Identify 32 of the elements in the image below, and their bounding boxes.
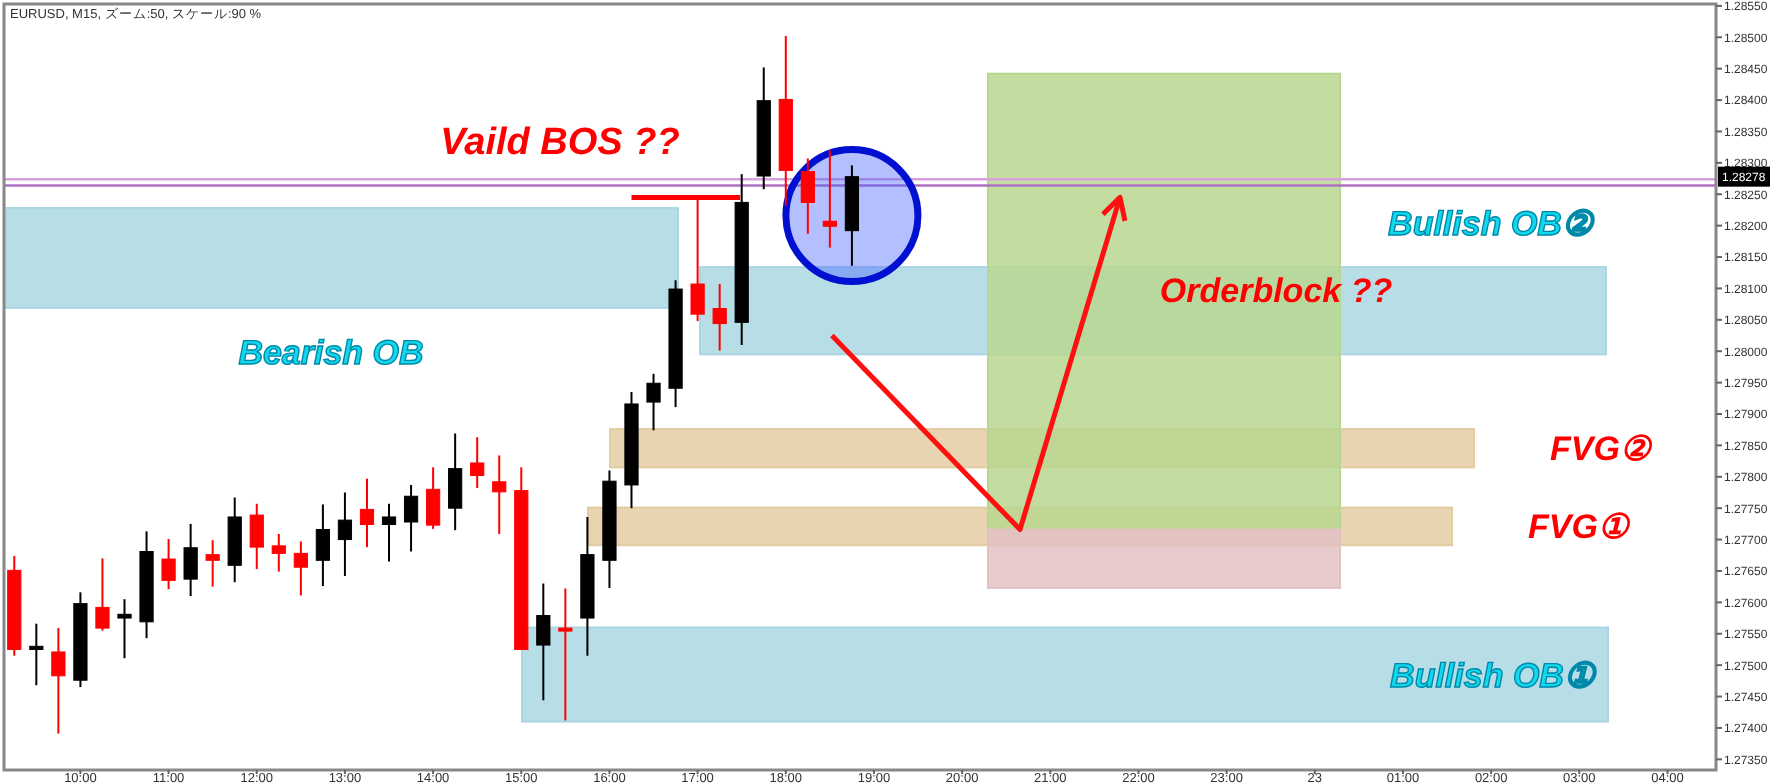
band-label: Bullish OB①	[1390, 656, 1598, 695]
candlestick	[646, 372, 661, 432]
candlestick	[183, 522, 198, 598]
candlestick	[822, 149, 837, 249]
candlestick	[293, 540, 308, 597]
band-label: Bullish OB②	[1388, 205, 1596, 244]
candlestick	[712, 283, 727, 352]
candlestick	[161, 537, 176, 591]
annotation: Vaild BOS ??	[440, 122, 681, 164]
candlestick	[95, 557, 110, 632]
candlestick	[800, 157, 815, 235]
candlestick	[470, 436, 485, 490]
candlestick	[492, 454, 507, 535]
band-label: Bearish OB	[238, 333, 424, 372]
candlestick	[315, 503, 330, 588]
candlestick	[403, 483, 419, 553]
candlestick	[558, 587, 573, 722]
annotation: Orderblock ??	[1159, 272, 1394, 310]
candlestick	[448, 432, 463, 532]
candlestick	[29, 622, 44, 687]
band-label: FVG②	[1550, 430, 1654, 469]
candlestick	[117, 598, 132, 660]
band-label: FVG①	[1528, 508, 1632, 547]
candlestick	[271, 532, 286, 573]
candlestick	[51, 627, 66, 735]
candlestick	[381, 502, 397, 563]
candlestick	[249, 502, 264, 571]
candlestick	[205, 539, 220, 588]
candlestick	[536, 582, 551, 702]
candlestick	[425, 466, 441, 530]
candlestick	[337, 491, 353, 577]
candlestick	[359, 477, 375, 549]
